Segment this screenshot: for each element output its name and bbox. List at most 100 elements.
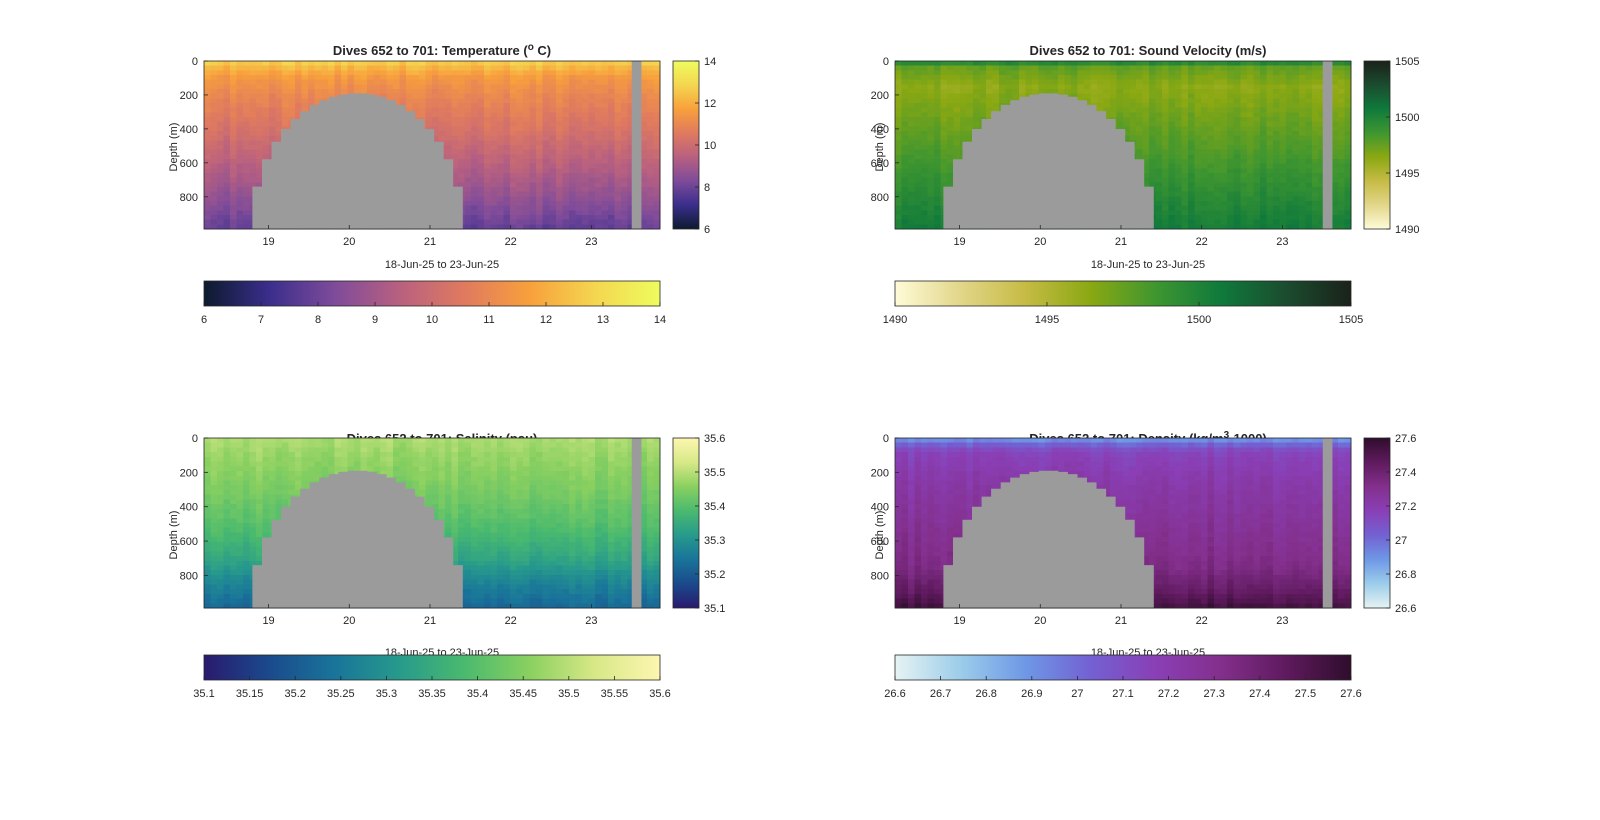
heatmap-cell bbox=[908, 145, 915, 150]
heatmap-cell bbox=[582, 150, 589, 155]
heatmap-cell bbox=[1312, 192, 1319, 197]
heatmap-cell bbox=[302, 89, 309, 94]
heatmap-cell bbox=[465, 210, 472, 215]
heatmap-cell bbox=[1305, 192, 1312, 197]
heatmap-cell bbox=[204, 145, 211, 150]
heatmap-cell bbox=[1064, 89, 1071, 94]
heatmap-cell bbox=[1273, 70, 1280, 75]
heatmap-cell bbox=[536, 154, 543, 159]
heatmap-cell bbox=[1208, 220, 1215, 225]
heatmap-cell bbox=[1286, 75, 1293, 80]
heatmap-cell bbox=[549, 196, 556, 201]
heatmap-cell bbox=[588, 206, 595, 211]
heatmap-cell bbox=[549, 145, 556, 150]
heatmap-cell bbox=[224, 136, 231, 141]
heatmap-cell bbox=[934, 103, 941, 108]
heatmap-cell bbox=[1214, 220, 1221, 225]
heatmap-cell bbox=[1071, 66, 1078, 71]
heatmap-cell bbox=[928, 210, 935, 215]
heatmap-cell bbox=[1253, 192, 1260, 197]
heatmap-cell bbox=[1240, 164, 1247, 169]
heatmap-cell bbox=[1103, 89, 1110, 94]
heatmap-cell bbox=[224, 159, 231, 164]
heatmap-cell bbox=[1227, 136, 1234, 141]
heatmap-cell bbox=[484, 66, 491, 71]
heatmap-cell bbox=[954, 103, 961, 108]
heatmap-cell bbox=[510, 89, 517, 94]
heatmap-cell bbox=[282, 84, 289, 89]
heatmap-cell bbox=[1019, 89, 1026, 94]
heatmap-cell bbox=[1227, 192, 1234, 197]
heatmap-cell bbox=[1182, 178, 1189, 183]
heatmap-cell bbox=[895, 122, 902, 127]
heatmap-cell bbox=[1182, 75, 1189, 80]
heatmap-cell bbox=[1123, 94, 1130, 99]
heatmap-cell bbox=[549, 210, 556, 215]
heatmap-cell bbox=[367, 70, 374, 75]
heatmap-cell bbox=[1201, 201, 1208, 206]
heatmap-cell bbox=[217, 168, 224, 173]
heatmap-cell bbox=[608, 164, 615, 169]
heatmap-cell bbox=[1279, 173, 1286, 178]
heatmap-cell bbox=[993, 98, 1000, 103]
heatmap-cell bbox=[1169, 94, 1176, 99]
heatmap-cell bbox=[595, 117, 602, 122]
heatmap-cell bbox=[915, 159, 922, 164]
heatmap-cell bbox=[465, 192, 472, 197]
heatmap-cell bbox=[1273, 61, 1280, 66]
heatmap-cell bbox=[549, 61, 556, 66]
heatmap-cell bbox=[1130, 66, 1137, 71]
heatmap-cell bbox=[640, 61, 647, 66]
heatmap-cell bbox=[523, 215, 530, 220]
heatmap-cell bbox=[510, 164, 517, 169]
heatmap-cell bbox=[1266, 178, 1273, 183]
heatmap-cell bbox=[478, 210, 485, 215]
heatmap-cell bbox=[1227, 98, 1234, 103]
heatmap-cell bbox=[1266, 126, 1273, 131]
heatmap-cell bbox=[1175, 140, 1182, 145]
heatmap-cell bbox=[523, 112, 530, 117]
heatmap-cell bbox=[1162, 117, 1169, 122]
heatmap-cell bbox=[1195, 70, 1202, 75]
heatmap-cell bbox=[1156, 206, 1163, 211]
heatmap-cell bbox=[608, 187, 615, 192]
heatmap-cell bbox=[491, 196, 498, 201]
heatmap-cell bbox=[928, 94, 935, 99]
heatmap-cell bbox=[1312, 145, 1319, 150]
heatmap-cell bbox=[647, 136, 654, 141]
heatmap-cell bbox=[967, 66, 974, 71]
heatmap-cell bbox=[1182, 173, 1189, 178]
heatmap-cell bbox=[308, 94, 315, 99]
heatmap-cell bbox=[1032, 89, 1039, 94]
heatmap-cell bbox=[1201, 150, 1208, 155]
heatmap-cell bbox=[478, 103, 485, 108]
heatmap-cell bbox=[575, 187, 582, 192]
heatmap-cell bbox=[647, 164, 654, 169]
heatmap-cell bbox=[1169, 187, 1176, 192]
heatmap-cell bbox=[1221, 168, 1228, 173]
heatmap-cell bbox=[458, 168, 465, 173]
heatmap-cell bbox=[1143, 94, 1150, 99]
heatmap-cell bbox=[1221, 122, 1228, 127]
heatmap-cell bbox=[575, 122, 582, 127]
heatmap-cell bbox=[908, 173, 915, 178]
heatmap-cell bbox=[484, 84, 491, 89]
heatmap-cell bbox=[217, 154, 224, 159]
heatmap-cell bbox=[575, 196, 582, 201]
heatmap-cell bbox=[224, 215, 231, 220]
heatmap-cell bbox=[1182, 117, 1189, 122]
heatmap-cell bbox=[928, 168, 935, 173]
heatmap-cell bbox=[543, 196, 550, 201]
heatmap-cell bbox=[491, 61, 498, 66]
heatmap-cell bbox=[224, 122, 231, 127]
heatmap-cell bbox=[595, 182, 602, 187]
heatmap-cell bbox=[595, 187, 602, 192]
heatmap-cell bbox=[263, 103, 270, 108]
heatmap-cell bbox=[1234, 75, 1241, 80]
heatmap-cell bbox=[947, 66, 954, 71]
heatmap-cell bbox=[1182, 122, 1189, 127]
heatmap-cell bbox=[224, 66, 231, 71]
heatmap-cell bbox=[895, 108, 902, 113]
heatmap-cell bbox=[452, 136, 459, 141]
heatmap-cell bbox=[921, 94, 928, 99]
